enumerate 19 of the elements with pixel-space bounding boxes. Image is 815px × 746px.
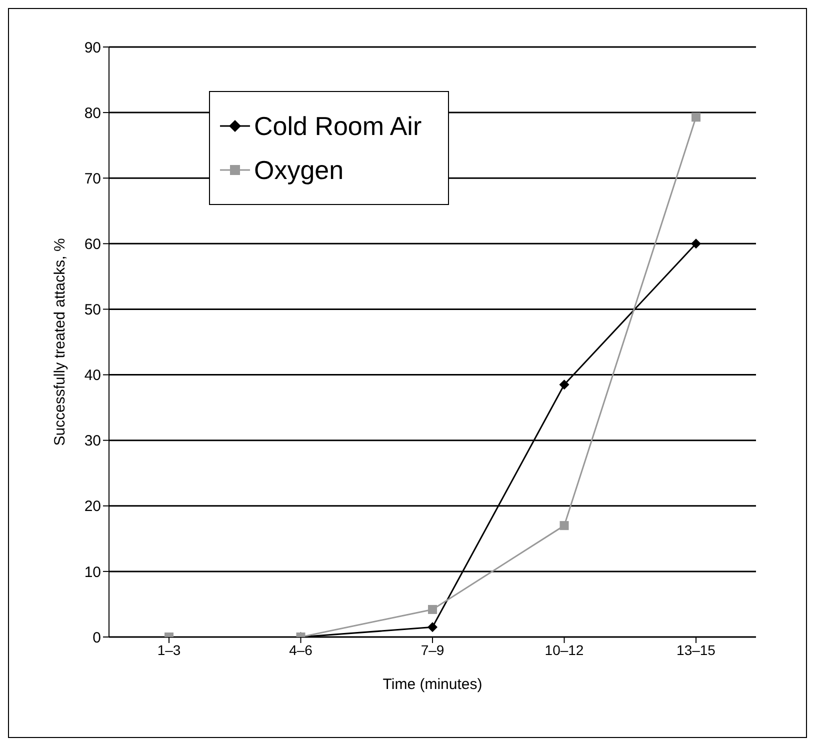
y-tick-label: 60	[84, 236, 101, 253]
x-tick-label: 4–6	[289, 642, 313, 658]
y-axis-title: Successfully treated attacks, %	[51, 238, 68, 446]
x-tick-label: 1–3	[157, 642, 181, 658]
x-tick-label: 10–12	[544, 642, 584, 658]
legend-label: Oxygen	[254, 154, 344, 187]
y-tick-label: 10	[84, 564, 101, 581]
y-tick-label: 40	[84, 367, 101, 384]
x-tick-label: 7–9	[420, 642, 444, 658]
y-tick-label: 50	[84, 302, 101, 319]
y-tick-label: 0	[92, 629, 101, 646]
y-tick-label: 80	[84, 104, 101, 122]
y-tick-label: 90	[84, 39, 101, 56]
x-axis-title: Time (minutes)	[382, 676, 482, 693]
y-tick-label: 30	[84, 432, 101, 450]
y-tick-label: 70	[84, 170, 101, 188]
x-tick-label: 13–15	[676, 642, 716, 658]
y-tick-label: 20	[84, 498, 101, 516]
legend-label: Cold Room Air	[254, 110, 422, 143]
